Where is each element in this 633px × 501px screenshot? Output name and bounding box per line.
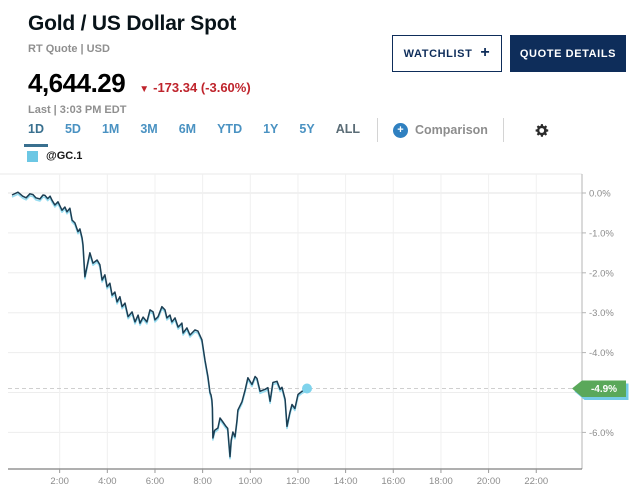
tab-5y[interactable]: 5Y <box>299 122 315 136</box>
page-title: Gold / US Dollar Spot <box>28 12 237 35</box>
tab-3m[interactable]: 3M <box>140 122 158 136</box>
series-legend: @GC.1 <box>27 150 82 162</box>
range-tabs: 1D 5D 1M 3M 6M YTD 1Y 5Y ALL <box>24 122 381 147</box>
svg-text:8:00: 8:00 <box>193 476 212 487</box>
last-updated: Last | 3:03 PM EDT <box>28 104 127 116</box>
price-change-value: -173.34 (-3.60%) <box>153 80 251 95</box>
svg-text:20:00: 20:00 <box>477 476 501 487</box>
price-chart[interactable]: 0.0%-1.0%-2.0%-3.0%-4.0%-5.0%-6.0%2:004:… <box>0 172 633 501</box>
tab-1d[interactable]: 1D <box>24 122 48 147</box>
svg-text:-2.0%: -2.0% <box>589 268 614 279</box>
toolbar-divider <box>377 118 378 142</box>
last-price: 4,644.29 <box>28 68 126 98</box>
svg-text:10:00: 10:00 <box>238 476 262 487</box>
watchlist-button[interactable]: WATCHLIST + <box>392 35 502 72</box>
svg-text:4:00: 4:00 <box>98 476 117 487</box>
svg-text:6:00: 6:00 <box>146 476 165 487</box>
chart-settings-button[interactable] <box>533 122 550 139</box>
quote-details-button[interactable]: QUOTE DETAILS <box>510 35 626 72</box>
tab-ytd[interactable]: YTD <box>217 122 243 136</box>
series-symbol: @GC.1 <box>46 150 83 162</box>
svg-text:14:00: 14:00 <box>334 476 358 487</box>
quote-type-currency: RT Quote | USD <box>28 43 110 55</box>
quote-header: Gold / US Dollar Spot RT Quote | USD 4,6… <box>28 12 251 116</box>
tab-all[interactable]: ALL <box>335 122 360 136</box>
svg-text:0.0%: 0.0% <box>589 189 611 200</box>
tab-6m[interactable]: 6M <box>178 122 197 136</box>
down-triangle-icon: ▼ <box>139 84 150 95</box>
svg-text:-1.0%: -1.0% <box>589 228 614 239</box>
toolbar-divider <box>502 118 504 142</box>
comparison-label: Comparison <box>415 123 488 137</box>
price-row: 4,644.29 ▼ -173.34 (-3.60%) <box>28 68 251 99</box>
quote-details-button-label: QUOTE DETAILS <box>519 47 617 60</box>
svg-text:22:00: 22:00 <box>524 476 548 487</box>
svg-text:2:00: 2:00 <box>50 476 69 487</box>
svg-text:-3.0%: -3.0% <box>589 308 614 319</box>
tab-1m[interactable]: 1M <box>101 122 120 136</box>
svg-text:-4.9%: -4.9% <box>591 384 617 395</box>
svg-text:12:00: 12:00 <box>286 476 310 487</box>
svg-text:16:00: 16:00 <box>381 476 405 487</box>
gear-icon <box>535 123 549 137</box>
series-swatch-icon <box>27 150 38 162</box>
svg-text:18:00: 18:00 <box>429 476 453 487</box>
svg-text:-6.0%: -6.0% <box>589 428 614 439</box>
plus-circle-icon: + <box>393 122 408 138</box>
svg-text:-4.0%: -4.0% <box>589 348 614 359</box>
price-change: ▼ -173.34 (-3.60%) <box>139 80 250 95</box>
comparison-button[interactable]: + Comparison <box>393 122 488 138</box>
tab-1y[interactable]: 1Y <box>263 122 279 136</box>
tab-5d[interactable]: 5D <box>64 122 81 136</box>
range-toolbar: 1D 5D 1M 3M 6M YTD 1Y 5Y ALL + Comparison <box>24 118 550 147</box>
line-chart-canvas: 0.0%-1.0%-2.0%-3.0%-4.0%-5.0%-6.0%2:004:… <box>0 173 629 487</box>
watchlist-button-label: WATCHLIST <box>403 47 473 60</box>
plus-icon: + <box>480 43 491 61</box>
